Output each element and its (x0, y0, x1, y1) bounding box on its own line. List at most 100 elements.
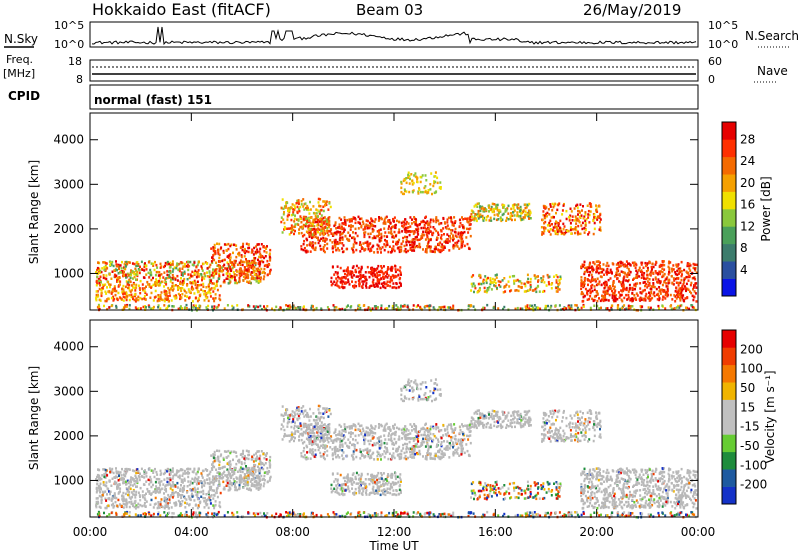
power-point (215, 272, 218, 275)
radar-title: Hokkaido East (fitACF) (92, 0, 271, 19)
power-point (627, 293, 630, 297)
power-point (448, 249, 451, 252)
power-point (194, 281, 197, 285)
velocity-point (172, 491, 175, 495)
power-point (357, 307, 359, 310)
power-point (636, 276, 639, 279)
power-point (375, 234, 378, 238)
velocity-point (193, 479, 196, 482)
velocity-point (251, 483, 254, 486)
velocity-point (111, 496, 114, 499)
velocity-point (136, 477, 139, 481)
power-point (382, 222, 385, 225)
power-point (622, 283, 625, 286)
power-point (488, 206, 490, 209)
power-point (366, 240, 369, 244)
power-point (688, 262, 691, 266)
power-point (463, 230, 466, 234)
velocity-point (121, 494, 124, 497)
power-point (221, 270, 224, 273)
power-point (338, 216, 341, 220)
power-point (327, 208, 330, 211)
power-point (394, 234, 397, 238)
power-point (210, 274, 213, 277)
power-point (196, 290, 199, 294)
power-point (675, 281, 678, 284)
power-point (439, 307, 442, 311)
power-point (583, 272, 586, 276)
velocity-point (194, 476, 197, 480)
power-point (246, 274, 249, 277)
power-point (334, 238, 337, 242)
power-point (322, 247, 325, 251)
velocity-point (218, 484, 220, 487)
power-point (324, 202, 327, 205)
power-point (111, 270, 114, 273)
power-point (99, 284, 101, 287)
velocity-point (197, 482, 200, 485)
power-point (138, 271, 141, 275)
colorbar-tick-label: 8 (740, 241, 748, 255)
power-point (583, 226, 586, 230)
velocity-point (258, 471, 261, 475)
power-point (666, 285, 669, 288)
power-point (305, 251, 308, 254)
power-point (130, 269, 133, 272)
power-point (686, 275, 689, 279)
power-point (390, 230, 393, 233)
power-point (524, 213, 527, 217)
power-point (315, 306, 318, 310)
power-point (235, 255, 238, 259)
power-point (588, 274, 591, 277)
power-point (541, 290, 544, 293)
power-point (255, 245, 258, 248)
power-point (521, 307, 524, 310)
velocity-point (227, 470, 230, 473)
freq-unit-label: [MHz] (3, 67, 35, 80)
power-point (526, 203, 529, 207)
power-point (489, 279, 492, 282)
power-point (152, 283, 155, 287)
power-point (120, 297, 123, 301)
power-point (669, 293, 672, 297)
power-point (409, 177, 411, 181)
power-point (406, 235, 409, 239)
power-point (634, 266, 637, 269)
power-point (583, 279, 586, 282)
velocity-point (100, 501, 103, 505)
power-point (390, 232, 393, 236)
power-point (497, 211, 500, 215)
velocity-point (113, 504, 116, 508)
power-point (474, 203, 477, 207)
power-point (437, 242, 440, 246)
velocity-point (209, 470, 212, 474)
freq-tick-bottom: 8 (76, 73, 83, 86)
power-point (226, 304, 229, 307)
power-point (454, 227, 457, 231)
power-point (169, 265, 172, 269)
velocity-point (124, 474, 127, 478)
velocity-point (194, 503, 197, 506)
power-point (524, 206, 527, 210)
power-point (580, 287, 583, 291)
velocity-point (215, 468, 218, 471)
power-point (613, 291, 616, 294)
power-point (343, 218, 346, 222)
power-point (417, 233, 420, 236)
power-point (618, 272, 621, 276)
velocity-point (218, 504, 221, 507)
power-point (612, 298, 615, 302)
power-point (651, 262, 654, 266)
power-point (639, 287, 642, 290)
power-point (195, 275, 198, 279)
power-point (458, 225, 461, 228)
velocity-point (193, 486, 196, 490)
power-point (665, 285, 668, 288)
power-point (589, 295, 592, 298)
velocity-point (164, 468, 167, 472)
power-point (652, 282, 655, 285)
power-point (493, 280, 496, 283)
power-point (533, 304, 536, 307)
power-point (593, 262, 596, 266)
power-point (657, 292, 660, 296)
